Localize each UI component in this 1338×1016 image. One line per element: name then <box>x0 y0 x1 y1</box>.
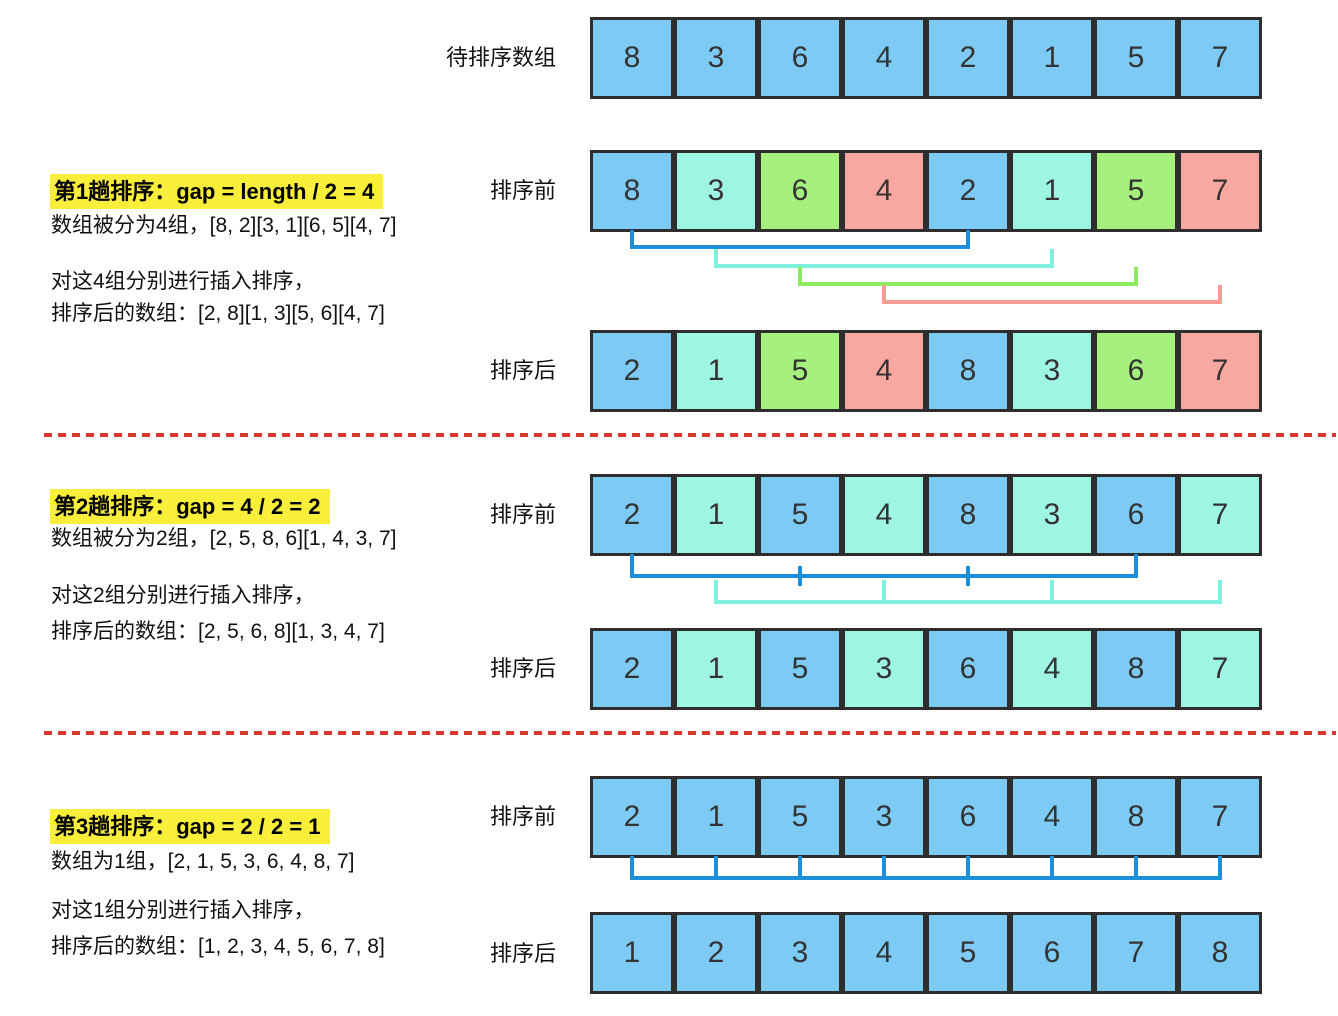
pass3-title: 第3趟排序：gap = 2 / 2 = 1 <box>50 809 330 844</box>
array-cell: 8 <box>590 150 674 232</box>
array-cell: 6 <box>758 17 842 99</box>
pass3-after-label: 排序后 <box>489 941 556 966</box>
array-cell: 7 <box>1178 330 1262 412</box>
pass3-desc-grouping: 数组为1组，[2, 1, 5, 3, 6, 4, 8, 7] <box>51 850 355 873</box>
array-cell: 7 <box>1178 474 1262 556</box>
array-cell: 4 <box>842 474 926 556</box>
pass2-title: 第2趟排序：gap = 4 / 2 = 2 <box>50 489 330 524</box>
array-cell: 4 <box>842 912 926 994</box>
array-cell: 5 <box>758 474 842 556</box>
gap-group-bracket-blue <box>630 230 970 249</box>
array-cell: 7 <box>1178 776 1262 858</box>
array-cell: 1 <box>674 474 758 556</box>
pass1-after-label: 排序后 <box>489 358 556 383</box>
pass1-gap-group-brackets <box>630 230 1222 304</box>
array-cell: 3 <box>674 150 758 232</box>
array-cell: 8 <box>1094 628 1178 710</box>
pass2-desc-insertion: 对这2组分别进行插入排序， <box>51 584 315 607</box>
array-cell: 6 <box>1094 330 1178 412</box>
gap-group-bracket-cyan <box>714 249 1054 268</box>
section-divider-2 <box>44 731 1336 735</box>
gap-group-bracket-green <box>798 267 1138 286</box>
array-cell: 2 <box>926 17 1010 99</box>
array-cell: 6 <box>1010 912 1094 994</box>
pass3-gap-group-brackets <box>630 856 1222 880</box>
array-cell: 3 <box>1010 330 1094 412</box>
pass1-desc-result: 排序后的数组：[2, 8][1, 3][5, 6][4, 7] <box>51 302 385 325</box>
array-cell: 2 <box>590 628 674 710</box>
array-cell: 7 <box>1178 628 1262 710</box>
pass2-gap-group-brackets <box>630 554 1222 604</box>
pass1-desc-insertion: 对这4组分别进行插入排序， <box>51 270 315 293</box>
array-cell: 1 <box>674 776 758 858</box>
array-cell: 1 <box>1010 150 1094 232</box>
array-cell: 6 <box>1094 474 1178 556</box>
array-cell: 1 <box>674 628 758 710</box>
array-cell: 6 <box>758 150 842 232</box>
array-cell: 8 <box>1178 912 1262 994</box>
section-divider-1 <box>44 433 1336 437</box>
array-cell: 3 <box>842 776 926 858</box>
array-cell: 4 <box>842 17 926 99</box>
pass3-desc-result: 排序后的数组：[1, 2, 3, 4, 5, 6, 7, 8] <box>51 935 385 958</box>
array-cell: 5 <box>758 776 842 858</box>
pass2-desc-result: 排序后的数组：[2, 5, 6, 8][1, 3, 4, 7] <box>51 620 385 643</box>
array-cell: 3 <box>842 628 926 710</box>
array-cell: 2 <box>674 912 758 994</box>
array-cell: 6 <box>926 628 1010 710</box>
array-cell: 3 <box>758 912 842 994</box>
gap-group-bracket-pink <box>882 285 1222 304</box>
array-cell: 8 <box>926 474 1010 556</box>
array-cell: 5 <box>1094 17 1178 99</box>
array-cell: 5 <box>1094 150 1178 232</box>
array-cell: 7 <box>1178 150 1262 232</box>
initial-array-label: 待排序数组 <box>445 45 556 70</box>
array-cell: 4 <box>1010 628 1094 710</box>
pass1-desc-grouping: 数组被分为4组，[8, 2][3, 1][6, 5][4, 7] <box>51 214 397 237</box>
gap-group-bracket-blue <box>630 856 1222 880</box>
array-cell: 8 <box>926 330 1010 412</box>
array-cell: 5 <box>926 912 1010 994</box>
pass2-before-label: 排序前 <box>489 502 556 527</box>
array-cell: 6 <box>926 776 1010 858</box>
gap-group-bracket-cyan <box>714 580 1222 604</box>
gap-group-bracket-blue <box>630 554 1138 586</box>
array-cell: 3 <box>674 17 758 99</box>
array-cell: 5 <box>758 628 842 710</box>
pass1-title: 第1趟排序：gap = length / 2 = 4 <box>50 174 384 209</box>
array-cell: 2 <box>590 776 674 858</box>
pass2-after-label: 排序后 <box>489 656 556 681</box>
array-cell: 4 <box>842 150 926 232</box>
array-cell: 3 <box>1010 474 1094 556</box>
pass1-before-label: 排序前 <box>489 178 556 203</box>
array-cell: 2 <box>590 474 674 556</box>
pass3-before-label: 排序前 <box>489 804 556 829</box>
pass2-desc-grouping: 数组被分为2组，[2, 5, 8, 6][1, 4, 3, 7] <box>51 527 397 550</box>
array-cell: 5 <box>758 330 842 412</box>
array-cell: 7 <box>1178 17 1262 99</box>
array-cell: 8 <box>1094 776 1178 858</box>
array-cell: 4 <box>1010 776 1094 858</box>
array-cell: 7 <box>1094 912 1178 994</box>
array-cell: 1 <box>674 330 758 412</box>
pass3-desc-insertion: 对这1组分别进行插入排序， <box>51 899 315 922</box>
array-cell: 1 <box>1010 17 1094 99</box>
array-cell: 4 <box>842 330 926 412</box>
array-cell: 1 <box>590 912 674 994</box>
array-cell: 2 <box>926 150 1010 232</box>
array-cell: 2 <box>590 330 674 412</box>
array-cell: 8 <box>590 17 674 99</box>
